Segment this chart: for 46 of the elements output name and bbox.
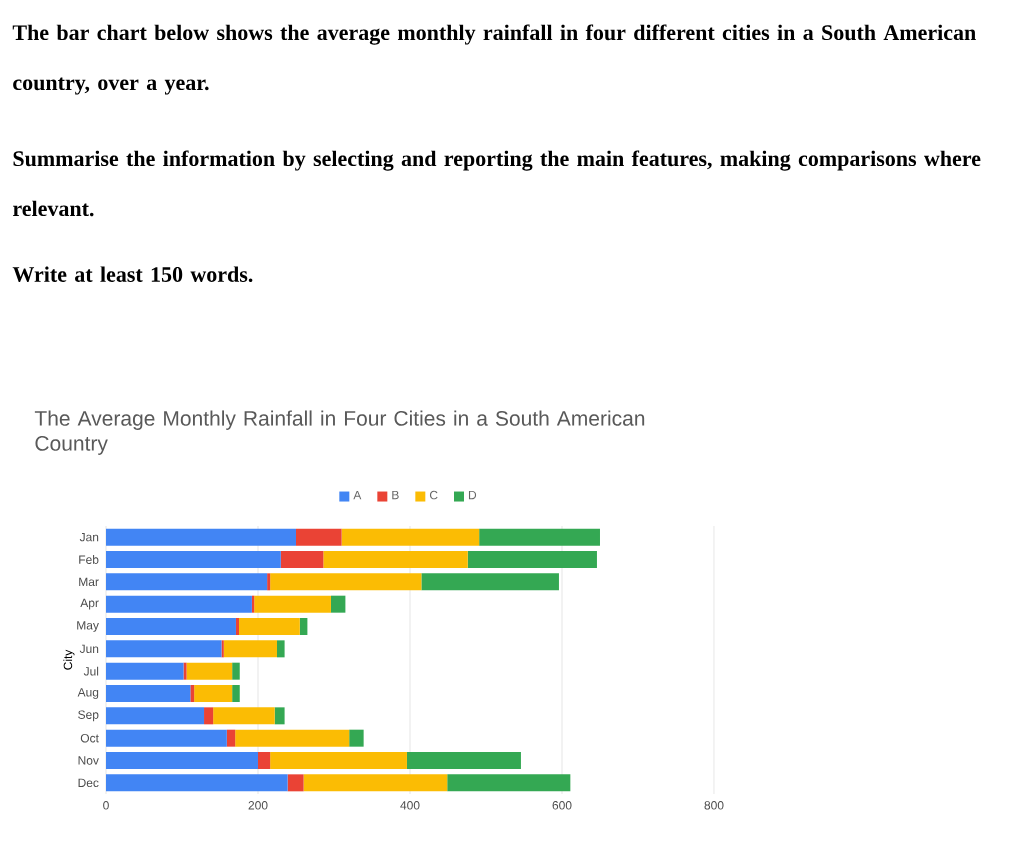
bar [238, 618, 300, 636]
bar [257, 752, 271, 769]
bar [213, 707, 275, 725]
text: The bar chart below shows the average monthly rainfall in four different cities in a South American country, over a year. [12, 24, 976, 95]
text: Summarise the information by selecting and reporting the main features, making comparisons where relevant. [13, 150, 981, 217]
bar [106, 707, 205, 725]
bar [204, 707, 214, 725]
bar [232, 685, 240, 703]
bar [299, 618, 308, 636]
bar [232, 662, 240, 680]
bar [274, 707, 285, 725]
bar [447, 774, 571, 792]
bar [479, 528, 600, 546]
bar [467, 551, 597, 569]
bar [270, 752, 407, 769]
bar [287, 774, 304, 792]
bar [341, 528, 480, 546]
bar [270, 573, 422, 591]
bar [349, 729, 364, 747]
bar [421, 573, 559, 591]
bar [254, 595, 331, 613]
bar [106, 528, 296, 546]
bar [226, 729, 236, 747]
bar [296, 528, 342, 546]
chart-title: The Average Monthly Rainfall in Four Cities in a South American Country [34, 410, 645, 455]
text: Write at least 150 words. [12, 266, 253, 283]
bar [330, 595, 346, 613]
bar [106, 685, 191, 703]
bar [106, 618, 236, 636]
bar [323, 551, 468, 569]
bar [106, 729, 227, 747]
bar [186, 662, 233, 680]
bar [106, 752, 258, 769]
bar [106, 640, 222, 658]
bar [406, 752, 521, 769]
bar [276, 640, 285, 658]
bar [106, 774, 288, 792]
bar [106, 595, 252, 613]
bar [223, 640, 277, 658]
bar [106, 662, 184, 680]
bar [280, 551, 324, 569]
bar [235, 729, 350, 747]
bar [106, 573, 268, 591]
bar [106, 551, 281, 569]
bar [303, 774, 448, 792]
bar [194, 685, 233, 703]
